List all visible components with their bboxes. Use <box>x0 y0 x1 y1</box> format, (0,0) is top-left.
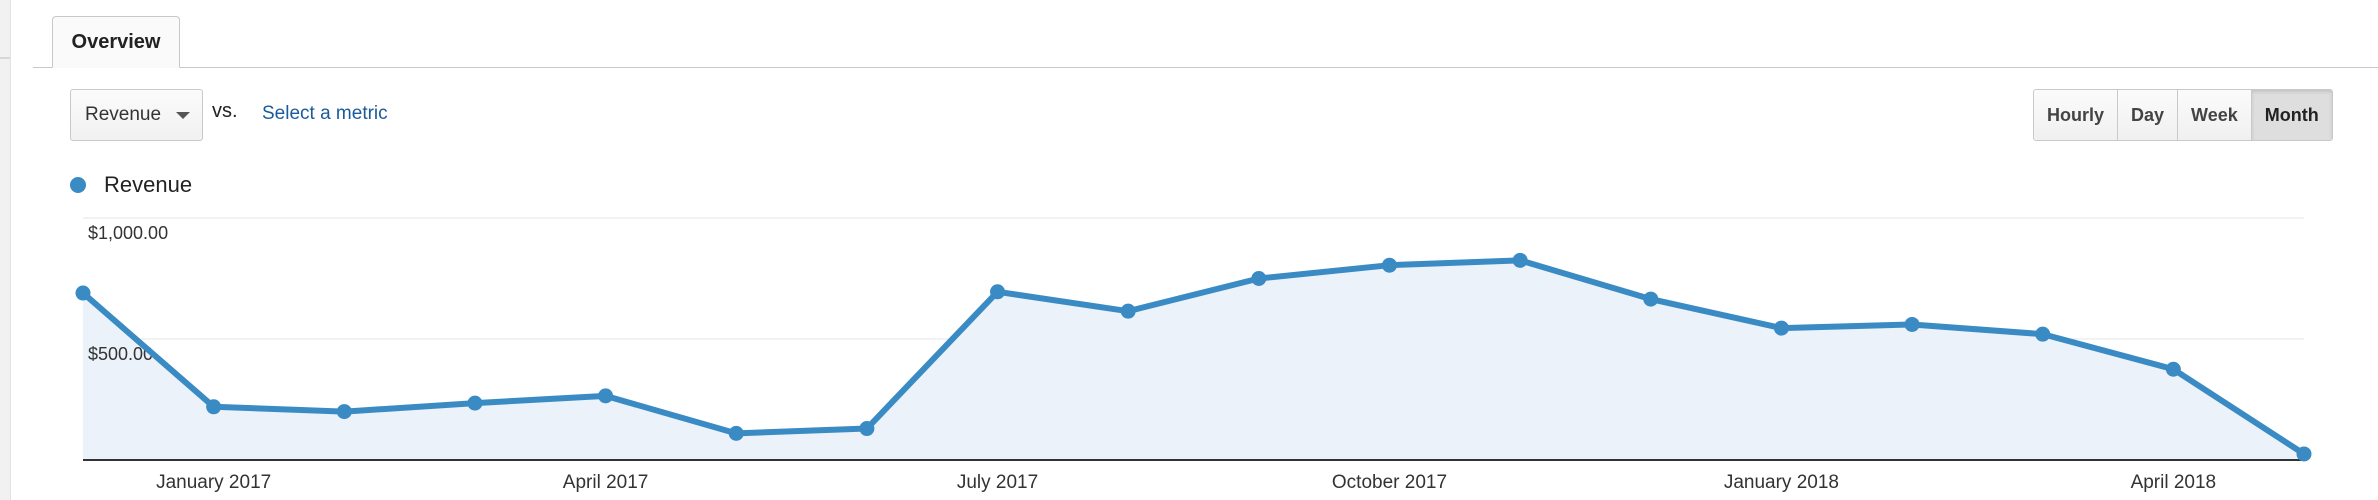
x-tick-label: January 2018 <box>1724 472 1839 493</box>
data-point <box>1120 303 1136 319</box>
data-point <box>336 404 352 420</box>
data-point <box>1381 257 1397 273</box>
tab-bar-divider <box>33 67 2378 68</box>
data-point <box>2035 326 2051 342</box>
data-point <box>1251 271 1267 286</box>
data-point <box>2165 361 2181 377</box>
legend-label: Revenue <box>104 172 193 197</box>
x-tick-label: April 2017 <box>563 472 649 493</box>
caret-down-icon <box>176 112 190 119</box>
revenue-line <box>80 257 2307 457</box>
gutter-mark <box>0 57 10 59</box>
data-point <box>206 399 222 415</box>
data-point <box>859 421 875 437</box>
x-tick-label: April 2018 <box>2131 472 2217 493</box>
y-tick-label: $500.00 <box>88 344 153 364</box>
data-point <box>75 285 91 301</box>
x-tick-label: October 2017 <box>1332 472 1447 493</box>
vs-label: vs. <box>212 100 238 122</box>
week-button[interactable]: Week <box>2178 90 2252 140</box>
data-point <box>598 388 614 404</box>
left-gutter <box>0 0 11 500</box>
data-point <box>467 395 483 411</box>
day-button[interactable]: Day <box>2118 90 2179 140</box>
data-point <box>1904 316 1920 332</box>
x-tick-label: January 2017 <box>156 472 271 493</box>
data-point <box>1512 252 1528 268</box>
chart-legend: Revenue <box>70 172 192 198</box>
y-tick-label: $1,000.00 <box>88 223 168 243</box>
tab-overview[interactable]: Overview <box>52 16 180 68</box>
month-button[interactable]: Month <box>2251 90 2332 140</box>
metric-select-value: Revenue <box>85 104 162 125</box>
data-point <box>728 425 744 441</box>
data-point <box>990 284 1006 300</box>
select-metric-link[interactable]: Select a metric <box>262 103 388 124</box>
metric-select[interactable]: Revenue <box>70 89 203 141</box>
data-point <box>1773 320 1789 336</box>
legend-dot-icon <box>70 177 86 193</box>
data-point <box>2296 446 2312 462</box>
data-point <box>1643 291 1659 307</box>
granularity-toggle: Hourly Day Week Month <box>2033 89 2333 141</box>
revenue-area <box>83 260 2304 460</box>
hourly-button[interactable]: Hourly <box>2034 90 2119 140</box>
x-tick-label: July 2017 <box>957 472 1038 493</box>
